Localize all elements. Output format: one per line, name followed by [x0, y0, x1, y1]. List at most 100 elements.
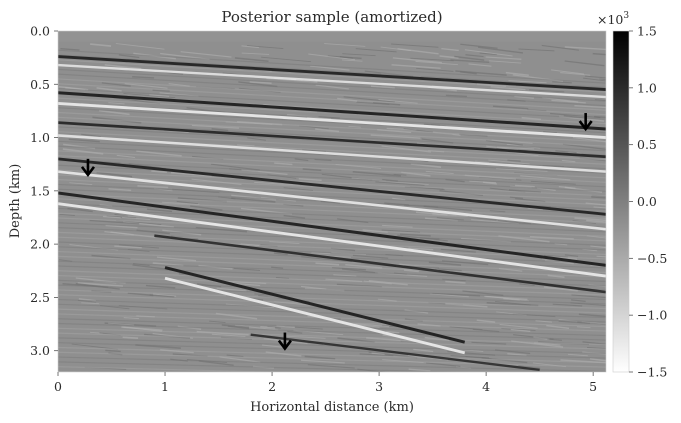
- texture-streak: [547, 274, 565, 279]
- reflector: [58, 55, 606, 92]
- texture-streak: [307, 364, 355, 369]
- reflector: [58, 63, 606, 99]
- texture-streak: [439, 190, 484, 196]
- texture-streak: [241, 52, 270, 55]
- texture-streak: [518, 48, 555, 52]
- texture-streak: [69, 244, 119, 251]
- texture-streak: [359, 353, 394, 357]
- layer-band: [58, 83, 606, 116]
- x-tick-label: 0: [54, 379, 62, 394]
- texture-streak: [198, 360, 234, 367]
- texture-streak: [477, 46, 524, 54]
- texture-streak: [408, 247, 434, 251]
- layer-band: [58, 49, 606, 84]
- texture-streak: [75, 277, 126, 284]
- texture-streak: [445, 280, 466, 284]
- texture-streak: [588, 284, 606, 288]
- texture-streak: [494, 301, 531, 306]
- texture-streak: [84, 366, 127, 370]
- texture-streak: [511, 340, 564, 348]
- colorbar-tick-label: 1.5: [637, 24, 657, 39]
- texture-streak: [152, 89, 170, 92]
- texture-streak: [593, 206, 606, 209]
- layer-band: [58, 111, 606, 143]
- texture-streak: [460, 71, 477, 75]
- texture-streak: [118, 305, 168, 310]
- layer-band: [58, 289, 606, 310]
- texture-streak: [426, 362, 461, 368]
- texture-streak: [485, 56, 522, 60]
- texture-streak: [382, 359, 424, 364]
- layer-band: [58, 308, 606, 328]
- texture-streak: [397, 48, 439, 55]
- texture-streak: [440, 248, 476, 253]
- texture-streak: [176, 200, 199, 205]
- texture-streak: [119, 244, 159, 249]
- texture-streak: [116, 154, 135, 158]
- layer-band: [58, 145, 606, 174]
- texture-streak: [124, 83, 168, 89]
- texture-streak: [59, 213, 75, 217]
- texture-streak: [447, 350, 496, 356]
- texture-streak: [252, 365, 275, 369]
- y-tick-label: 1.5: [30, 183, 50, 198]
- texture-streak: [586, 219, 606, 223]
- x-tick-label: 4: [482, 379, 490, 394]
- texture-streak: [304, 355, 336, 360]
- texture-streak: [123, 317, 140, 320]
- texture-streak: [465, 54, 484, 58]
- texture-streak: [216, 287, 247, 292]
- texture-streak: [413, 348, 434, 353]
- layer-band: [58, 169, 606, 197]
- texture-streak: [101, 82, 131, 87]
- texture-streak: [445, 178, 465, 183]
- texture-streak: [78, 298, 96, 302]
- texture-streak: [104, 64, 142, 70]
- texture-streak: [267, 174, 297, 179]
- texture-streak: [315, 128, 340, 133]
- texture-streak: [271, 266, 284, 269]
- texture-streak: [432, 292, 481, 297]
- y-tick-label: 2.5: [30, 290, 50, 305]
- texture-streak: [404, 265, 440, 269]
- texture-streak: [572, 220, 597, 224]
- texture-streak: [591, 196, 606, 199]
- texture-streak: [506, 143, 541, 149]
- texture-streak: [527, 109, 547, 112]
- colorbar-tick-label: 0.0: [637, 194, 657, 209]
- texture-streak: [439, 55, 459, 59]
- texture-streak: [564, 46, 606, 51]
- texture-streak: [399, 233, 431, 237]
- texture-streak: [260, 196, 296, 202]
- texture-streak: [133, 52, 176, 60]
- texture-streak: [136, 229, 170, 235]
- texture-streak: [577, 321, 606, 326]
- texture-streak: [149, 94, 170, 97]
- texture-streak: [160, 52, 210, 61]
- texture-streak: [136, 150, 182, 157]
- texture-streak: [542, 96, 579, 103]
- texture-streak: [377, 272, 428, 278]
- x-tick-label: 3: [375, 379, 383, 394]
- texture-streak: [177, 325, 202, 330]
- layer-band: [58, 346, 606, 364]
- texture-streak: [421, 138, 454, 144]
- texture-streak: [394, 272, 407, 275]
- layer-band: [58, 342, 606, 359]
- texture-streak: [308, 53, 356, 61]
- arrow-head: [277, 339, 292, 351]
- texture-streak: [529, 235, 574, 240]
- colorbar-ticks: 1.5 1.0 0.5 0.0 −0.5 −1.0 −1.5: [629, 24, 667, 380]
- texture-streak: [316, 111, 359, 115]
- layer-band: [58, 255, 606, 278]
- layer-band: [58, 370, 104, 372]
- texture-streak: [404, 318, 423, 322]
- texture-streak: [485, 295, 530, 302]
- layer-band: [58, 327, 606, 346]
- texture-streak: [479, 52, 497, 56]
- texture-streak: [108, 322, 135, 326]
- texture-streak: [507, 353, 527, 357]
- texture-streak: [247, 137, 266, 141]
- texture-streak: [151, 170, 167, 174]
- texture-streak: [190, 205, 223, 211]
